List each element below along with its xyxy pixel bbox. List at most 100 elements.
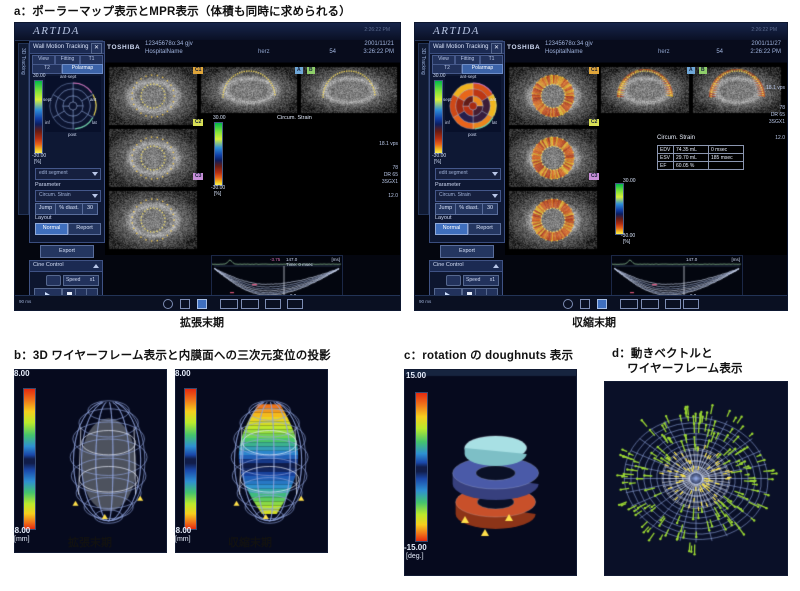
chevron-up-icon[interactable]	[493, 264, 499, 268]
polar-label-lat-right: lat	[492, 120, 497, 125]
parameter-select[interactable]: Circum. Strain	[35, 190, 101, 202]
annotate-icon[interactable]	[241, 299, 259, 309]
export-button[interactable]: Export	[40, 245, 94, 258]
layout-report-button-right[interactable]: Report	[468, 223, 501, 235]
jump-button-right[interactable]: Jump	[435, 203, 456, 215]
curve-marker-value: -3.75	[270, 257, 281, 262]
side-info-0: 78	[392, 165, 398, 171]
tracking-tab-rail-right[interactable]: 3D Tracking	[418, 43, 429, 215]
strain-curve-canvas[interactable]	[212, 256, 342, 300]
measure-icon[interactable]	[620, 299, 638, 309]
artida-logo: ARTIDA	[33, 25, 80, 37]
tab-t2-right[interactable]: T2	[432, 64, 462, 74]
panel-d-caption-line1: d：動きベクトルと	[612, 348, 713, 360]
strain-curve-graph-right[interactable]: 147.0 [ms] 0.0	[611, 255, 743, 301]
ultrasound-image-area-systole[interactable]: C1 C2 C3 A B 18.1 vps 78 DR 65 3SGX1 12.…	[505, 63, 787, 255]
speed-label: Speed	[66, 277, 81, 283]
close-icon[interactable]: ✕	[491, 43, 502, 54]
parameter-select-right[interactable]: Circum. Strain	[435, 190, 501, 202]
panel-b-caption: b：3D ワイヤーフレーム表示と内膜面への三次元変位の投影	[14, 350, 331, 362]
speed-field-right[interactable]: Speed x1	[463, 275, 499, 286]
jump-percent-field[interactable]: % diast.	[55, 203, 83, 215]
image-tag-c3: C3	[193, 173, 204, 180]
vendor-logo-right: TOSHIBA	[507, 44, 541, 51]
panel-b-left-colorbar-max: 8.00	[14, 369, 30, 378]
caliper-icon[interactable]	[163, 299, 173, 309]
pointer-icon[interactable]	[197, 299, 207, 309]
measurement-cell: EDV	[657, 145, 674, 154]
panel-c-caption: c：rotation の doughnuts 表示	[404, 350, 574, 362]
ultrasound-canvas[interactable]	[105, 63, 400, 255]
store-icon[interactable]	[265, 299, 281, 309]
layout-normal-button[interactable]: Normal	[35, 223, 68, 235]
hospital-name-right: HospitalName	[545, 49, 583, 55]
measurement-cell: 0 msec	[708, 145, 744, 154]
roi-box-icon[interactable]	[580, 299, 590, 309]
measurement-title: Circum. Strain	[657, 135, 696, 141]
annotate-icon[interactable]	[641, 299, 659, 309]
jump-button[interactable]: Jump	[35, 203, 56, 215]
speed-field[interactable]: Speed x1	[63, 275, 99, 286]
segment-select[interactable]: edit segment	[35, 168, 101, 180]
image-tag-c1: C1	[193, 67, 204, 74]
strain-curve-graph[interactable]: -3.75 147.0 Time: 0 msec [ms] 0.0 -10.15	[211, 255, 343, 301]
wireframe-systole-canvas[interactable]	[176, 370, 327, 552]
motion-vector-canvas[interactable]	[605, 382, 787, 575]
polar-colorbar-unit: [%]	[34, 159, 42, 165]
tab-t2[interactable]: T2	[32, 64, 62, 74]
layout-report-button[interactable]: Report	[68, 223, 101, 235]
caliper-icon[interactable]	[563, 299, 573, 309]
close-icon[interactable]: ✕	[91, 43, 102, 54]
export-button-right[interactable]: Export	[440, 245, 494, 258]
hospital-name: HospitalName	[145, 49, 183, 55]
ultrasound-canvas-right[interactable]	[505, 63, 787, 255]
polar-label-ant: ant	[90, 97, 97, 102]
rotation-doughnuts-canvas[interactable]	[405, 370, 576, 575]
cine-control-title: Cine Control	[33, 262, 64, 268]
mpr-colorbar-right	[615, 183, 624, 235]
ultrasound-console-end-diastole: ARTIDA 2:26:22 PM TOSHIBA 12345678o:34 g…	[14, 22, 401, 311]
bottom-toolbar-right: 90 ms	[415, 295, 787, 310]
pointer-icon[interactable]	[597, 299, 607, 309]
loop-icon[interactable]	[446, 275, 461, 286]
polar-label-inf-right: inf	[445, 120, 450, 125]
wireframe-diastole-canvas[interactable]	[15, 370, 166, 552]
print-icon[interactable]	[287, 299, 303, 309]
tracking-tab-rail[interactable]: 3D Tracking	[18, 43, 29, 215]
jump-percent-value[interactable]: 30	[82, 203, 98, 215]
probe-number-right: 54	[716, 49, 723, 55]
ultrasound-image-area-diastole[interactable]: C1 C2 C3 A B 18.1 vps 78 DR 65 3SGX1 12.…	[105, 63, 400, 255]
mpr-colorbar	[214, 122, 223, 186]
segment-select-value: edit segment	[39, 170, 68, 176]
store-icon[interactable]	[665, 299, 681, 309]
tab-polarmap[interactable]: Polarmap	[62, 64, 103, 74]
wireframe-systole-view[interactable]	[175, 369, 328, 553]
wireframe-diastole-view[interactable]	[14, 369, 167, 553]
segment-select-right[interactable]: edit segment	[435, 168, 501, 180]
layout-normal-button-right[interactable]: Normal	[435, 223, 468, 235]
mpr-colorbar-unit: [%]	[214, 191, 222, 197]
measurement-cell: ESV	[657, 153, 674, 162]
layout-label-right: Layout	[435, 215, 452, 221]
loop-icon[interactable]	[46, 275, 61, 286]
console-brand-bar: ARTIDA 2:26:22 PM	[15, 23, 400, 41]
polar-map-bullseye-right[interactable]	[445, 76, 501, 132]
chevron-up-icon[interactable]	[93, 264, 99, 268]
polar-map-bullseye[interactable]	[45, 76, 101, 132]
table-row: EF 60.05 %	[657, 161, 744, 170]
polar-map-canvas[interactable]	[45, 76, 101, 132]
measure-icon[interactable]	[220, 299, 238, 309]
rotation-doughnuts-view[interactable]	[404, 369, 577, 576]
jump-percent-value-right[interactable]: 30	[482, 203, 498, 215]
polar-label-ant-sept: ant-sept	[60, 74, 77, 79]
jump-percent-field-right[interactable]: % diast.	[455, 203, 483, 215]
motion-vector-wireframe-view[interactable]	[604, 381, 788, 576]
side-info-1-right: DR 65	[770, 112, 785, 118]
tab-polarmap-right[interactable]: Polarmap	[462, 64, 503, 74]
roi-box-icon[interactable]	[180, 299, 190, 309]
image-tag-a: A	[295, 67, 303, 74]
wmt-title-text: Wall Motion Tracking	[33, 43, 89, 50]
polar-map-canvas-right[interactable]	[445, 76, 501, 132]
strain-curve-canvas-right[interactable]	[612, 256, 742, 300]
print-icon[interactable]	[683, 299, 699, 309]
